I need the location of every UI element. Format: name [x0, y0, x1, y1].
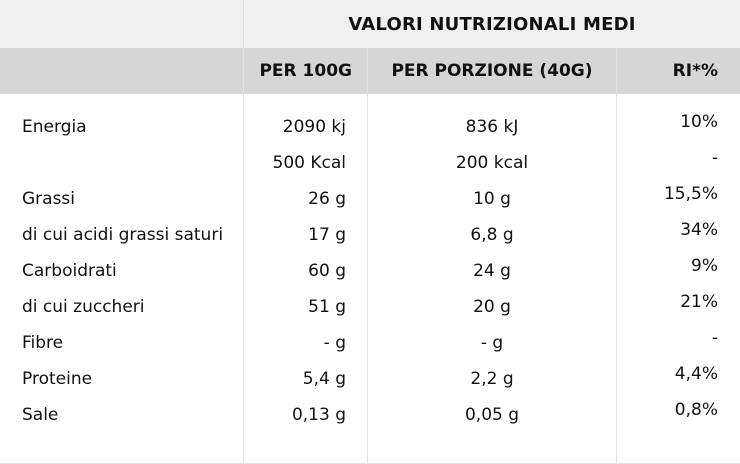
- column-divider: [367, 48, 368, 464]
- column-divider: [243, 0, 244, 464]
- row-label: di cui zuccheri: [22, 297, 145, 317]
- table-row: di cui zuccheri 51 g 20 g 21%: [0, 289, 740, 325]
- value-ri: 15,5%: [663, 184, 718, 204]
- value-per-portion: 2,2 g: [470, 369, 514, 389]
- value-ri: -: [711, 328, 718, 348]
- value-per-100g: 0,13 g: [291, 405, 346, 425]
- value-ri: 34%: [680, 220, 718, 240]
- value-per-portion: - g: [480, 333, 504, 353]
- value-ri: 0,8%: [674, 400, 718, 420]
- value-ri: 10%: [680, 112, 718, 132]
- value-per-100g: 500 Kcal: [272, 153, 347, 173]
- value-per-portion: 836 kJ: [465, 117, 519, 137]
- row-label: Sale: [22, 405, 59, 425]
- column-header-per-100g: PER 100G: [259, 61, 352, 81]
- value-per-100g: 26 g: [308, 189, 346, 209]
- value-ri: -: [711, 148, 718, 168]
- table-header-title-band: VALORI NUTRIZIONALI MEDI: [0, 0, 740, 48]
- value-per-100g: 2090 kj: [282, 117, 346, 137]
- value-ri: 9%: [691, 256, 718, 276]
- table-row: Proteine 5,4 g 2,2 g 4,4%: [0, 361, 740, 397]
- value-per-100g: 51 g: [308, 297, 346, 317]
- table-row: Carboidrati 60 g 24 g 9%: [0, 253, 740, 289]
- column-header-per-portion: PER PORZIONE (40G): [391, 61, 593, 81]
- table-row: Sale 0,13 g 0,05 g 0,8%: [0, 397, 740, 433]
- value-per-portion: 24 g: [473, 261, 511, 281]
- value-per-portion: 200 kcal: [455, 153, 529, 173]
- row-label: di cui acidi grassi saturi: [22, 225, 224, 245]
- value-per-100g: 5,4 g: [302, 369, 346, 389]
- table-row: 500 Kcal 200 kcal -: [0, 145, 740, 181]
- value-per-portion: 10 g: [473, 189, 511, 209]
- column-divider: [616, 48, 617, 464]
- value-per-portion: 6,8 g: [470, 225, 514, 245]
- row-label: Grassi: [22, 189, 76, 209]
- value-per-portion: 0,05 g: [464, 405, 520, 425]
- value-ri: 4,4%: [674, 364, 718, 384]
- table-row: Energia 2090 kj 836 kJ 10%: [0, 109, 740, 145]
- row-label: Energia: [22, 117, 87, 137]
- column-header-ri: RI*%: [672, 61, 718, 81]
- value-ri: 21%: [680, 292, 718, 312]
- value-per-100g: 17 g: [308, 225, 346, 245]
- row-label: Proteine: [22, 369, 93, 389]
- table-row: di cui acidi grassi saturi 17 g 6,8 g 34…: [0, 217, 740, 253]
- table-row: Grassi 26 g 10 g 15,5%: [0, 181, 740, 217]
- table-column-headers: PER 100G PER PORZIONE (40G) RI*%: [0, 48, 740, 94]
- row-label: Carboidrati: [22, 261, 117, 281]
- value-per-portion: 20 g: [473, 297, 511, 317]
- table-title: VALORI NUTRIZIONALI MEDI: [348, 13, 636, 35]
- row-label: Fibre: [22, 333, 64, 353]
- value-per-100g: - g: [323, 333, 346, 353]
- table-row: Fibre - g - g -: [0, 325, 740, 361]
- value-per-100g: 60 g: [308, 261, 346, 281]
